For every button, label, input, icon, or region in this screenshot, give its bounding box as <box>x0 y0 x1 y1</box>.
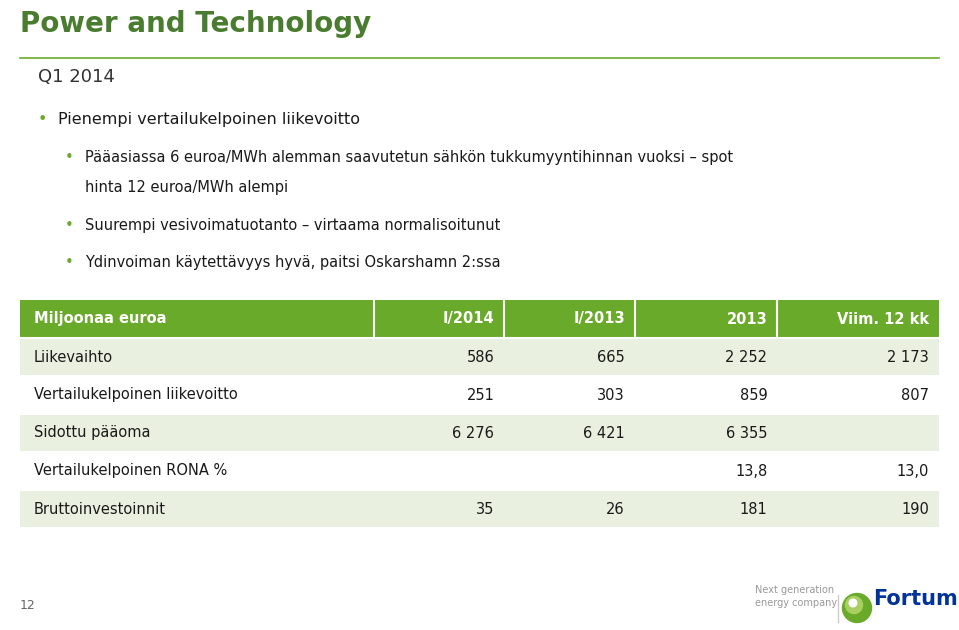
Text: 12: 12 <box>20 599 35 612</box>
Bar <box>20 338 939 376</box>
Text: 6 421: 6 421 <box>583 425 625 440</box>
Circle shape <box>843 593 872 622</box>
Text: Pienempi vertailukelpoinen liikevoitto: Pienempi vertailukelpoinen liikevoitto <box>58 112 360 127</box>
Text: Suurempi vesivoimatuotanto – virtaama normalisoitunut: Suurempi vesivoimatuotanto – virtaama no… <box>85 218 501 233</box>
Text: 251: 251 <box>466 387 494 403</box>
Text: I/2013: I/2013 <box>573 311 625 326</box>
Text: Fortum: Fortum <box>873 589 958 609</box>
Text: 26: 26 <box>606 501 625 517</box>
Text: 6 355: 6 355 <box>726 425 767 440</box>
Bar <box>20 300 939 338</box>
Text: •: • <box>65 218 74 233</box>
Text: Q1 2014: Q1 2014 <box>38 68 115 86</box>
Text: 303: 303 <box>597 387 625 403</box>
Circle shape <box>846 597 862 614</box>
Text: Pääasiassa 6 euroa/MWh alemman saavutetun sähkön tukkumyyntihinnan vuoksi – spot: Pääasiassa 6 euroa/MWh alemman saavutetu… <box>85 150 733 165</box>
Text: hinta 12 euroa/MWh alempi: hinta 12 euroa/MWh alempi <box>85 180 288 195</box>
Text: Viim. 12 kk: Viim. 12 kk <box>837 311 929 326</box>
Text: •: • <box>38 112 47 127</box>
Text: 807: 807 <box>901 387 929 403</box>
Text: Next generation
energy company: Next generation energy company <box>755 585 837 608</box>
Bar <box>20 490 939 528</box>
Text: 665: 665 <box>597 350 625 365</box>
Text: Sidottu pääoma: Sidottu pääoma <box>34 425 151 440</box>
Text: Vertailukelpoinen RONA %: Vertailukelpoinen RONA % <box>34 464 227 479</box>
Text: 859: 859 <box>739 387 767 403</box>
Text: Liikevaihto: Liikevaihto <box>34 350 113 365</box>
Text: 35: 35 <box>476 501 494 517</box>
Circle shape <box>850 599 856 607</box>
Text: Miljoonaa euroa: Miljoonaa euroa <box>34 311 167 326</box>
Text: Vertailukelpoinen liikevoitto: Vertailukelpoinen liikevoitto <box>34 387 238 403</box>
Text: •: • <box>65 150 74 165</box>
Text: 2 252: 2 252 <box>725 350 767 365</box>
Text: 13,0: 13,0 <box>897 464 929 479</box>
Text: I/2014: I/2014 <box>443 311 494 326</box>
Text: 181: 181 <box>739 501 767 517</box>
Text: Power and Technology: Power and Technology <box>20 10 371 38</box>
Text: 6 276: 6 276 <box>453 425 494 440</box>
Bar <box>20 414 939 452</box>
Text: 2 173: 2 173 <box>887 350 929 365</box>
Text: Bruttoinvestoinnit: Bruttoinvestoinnit <box>34 501 166 517</box>
Text: Ydinvoiman käytettävyys hyvä, paitsi Oskarshamn 2:ssa: Ydinvoiman käytettävyys hyvä, paitsi Osk… <box>85 255 501 270</box>
Text: 2013: 2013 <box>727 311 767 326</box>
Text: 190: 190 <box>901 501 929 517</box>
Bar <box>20 376 939 414</box>
Text: •: • <box>65 255 74 270</box>
Text: 13,8: 13,8 <box>735 464 767 479</box>
Text: 586: 586 <box>467 350 494 365</box>
Bar <box>20 452 939 490</box>
